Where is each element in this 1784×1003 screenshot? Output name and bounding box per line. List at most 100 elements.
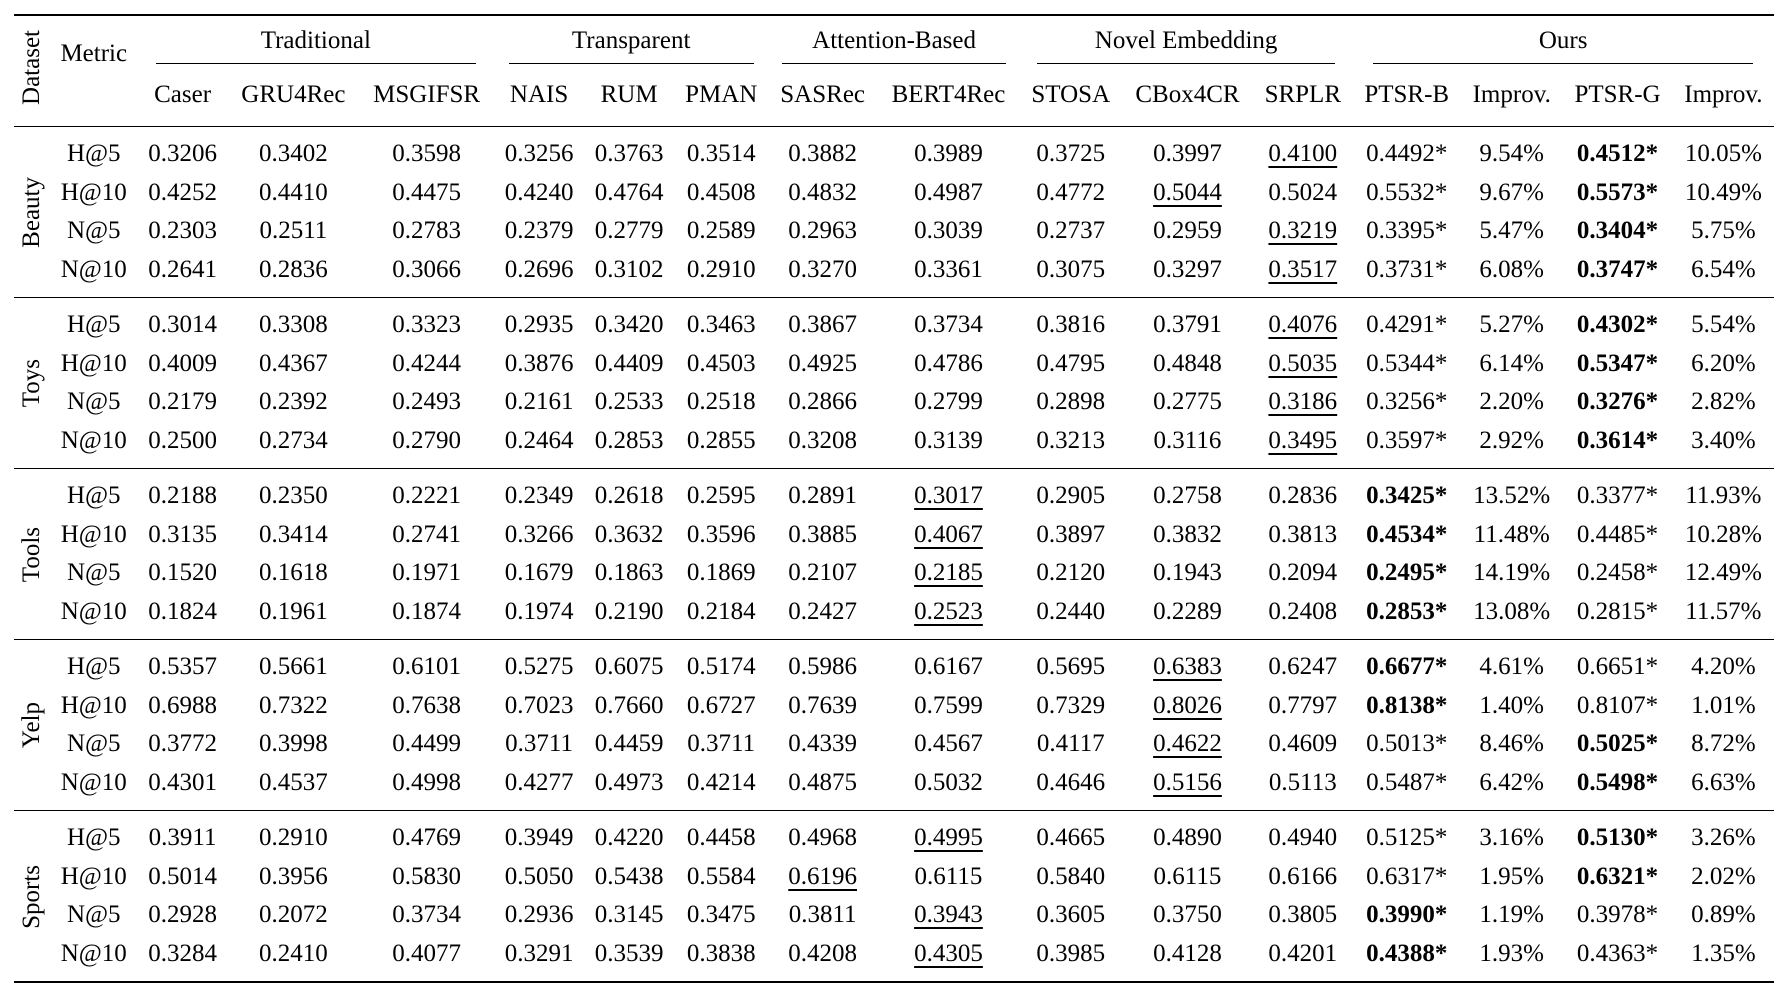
value-cell: 0.4305 — [877, 935, 1020, 983]
value-cell: 0.2350 — [259, 482, 328, 510]
value-cell: 0.5438 — [594, 862, 664, 890]
value-cell: 0.4475 — [392, 178, 461, 206]
value-cell: 0.2289 — [1153, 597, 1222, 625]
value-cell: 9.67% — [1479, 178, 1544, 206]
value-cell: 0.5032 — [914, 768, 983, 796]
value-cell: 0.4534* — [1352, 516, 1461, 555]
value-cell: 0.4117 — [1036, 730, 1105, 758]
value-cell: 0.3404* — [1562, 212, 1672, 251]
value-cell: 0.4492* — [1366, 140, 1448, 168]
value-cell: 0.6101 — [392, 653, 461, 681]
value-cell: 0.2589 — [686, 217, 756, 245]
value-cell: 0.4848 — [1153, 349, 1222, 377]
value-cell: 0.3998 — [259, 730, 328, 758]
value-cell: 0.3186 — [1253, 383, 1352, 422]
value-cell: 0.6115 — [1153, 862, 1222, 890]
dataset-name: Yelp — [14, 640, 50, 811]
value-cell: 0.3361 — [914, 255, 983, 283]
value-cell: 11.48% — [1473, 520, 1550, 548]
value-cell: 0.1971 — [392, 559, 461, 587]
data-row: Sports H@5 0.3911 0.2910 0.4769 0.3949 0.4220 0… — [14, 811, 1774, 928]
data-row: N@10 0.2641 0.2836 0.3066 0.2696 0.3102 0.2910… — [14, 251, 1774, 298]
value-cell: 6.63% — [1691, 768, 1756, 796]
column-header: SRPLR — [1264, 81, 1342, 108]
column-header: CBox4CR — [1135, 81, 1240, 108]
data-row: N@5 0.2928 0.2072 0.3734 0.2936 0.3145 0.3475 0… — [14, 896, 1774, 935]
cell-text: 0.3186 — [1268, 388, 1338, 416]
value-cell: 0.2303 — [148, 217, 217, 245]
value-cell: 5.47% — [1479, 217, 1544, 245]
value-cell: 0.3750 — [1153, 901, 1222, 929]
value-cell: 0.2737 — [1036, 217, 1106, 245]
value-cell: 0.4832 — [788, 178, 858, 206]
results-table: Dataset Metric Traditional Transparent Att… — [14, 14, 1774, 983]
dataset-header: Dataset — [14, 15, 50, 127]
value-cell: 0.2905 — [1036, 482, 1106, 510]
cell-text: 0.4100 — [1268, 140, 1338, 168]
dataset-label: Beauty — [18, 177, 45, 248]
cell-text: 0.5347* — [1576, 349, 1659, 377]
value-cell: 0.5695 — [1036, 653, 1106, 681]
value-cell: 0.1961 — [259, 597, 328, 625]
value-cell: 0.3206 — [148, 140, 217, 168]
value-cell: 0.3605 — [1036, 901, 1106, 929]
metric-name: N@5 — [66, 217, 121, 245]
value-cell: 0.1679 — [504, 559, 574, 587]
value-cell: 0.3420 — [594, 311, 664, 339]
value-cell: 0.1618 — [259, 559, 328, 587]
value-cell: 0.4409 — [594, 349, 664, 377]
value-cell: 0.4301 — [148, 768, 217, 796]
value-cell: 3.16% — [1479, 824, 1544, 852]
value-cell: 1.01% — [1691, 691, 1756, 719]
metric-name: H@10 — [60, 349, 127, 377]
value-cell: 0.2120 — [1036, 559, 1106, 587]
value-cell: 0.3256* — [1366, 388, 1448, 416]
value-cell: 0.4795 — [1036, 349, 1106, 377]
value-cell: 0.4646 — [1036, 768, 1106, 796]
value-cell: 0.8026 — [1122, 687, 1254, 726]
value-cell: 0.7599 — [914, 691, 983, 719]
group-title: Traditional — [155, 27, 477, 64]
cell-text: 0.3017 — [914, 482, 983, 510]
column-header: NAIS — [509, 81, 569, 108]
value-cell: 0.4388* — [1352, 935, 1461, 983]
value-cell: 0.2464 — [504, 426, 574, 454]
value-cell: 8.46% — [1479, 730, 1544, 758]
data-row: H@10 0.3135 0.3414 0.2741 0.3266 0.3632 0.3596… — [14, 516, 1774, 555]
value-cell: 0.4973 — [594, 768, 664, 796]
dataset-block: Tools H@5 0.2188 0.2350 0.2221 0.2349 0.2618 0.… — [14, 469, 1774, 640]
value-cell: 0.7023 — [504, 691, 574, 719]
cell-text: 0.4302* — [1576, 311, 1659, 339]
value-cell: 0.2775 — [1153, 388, 1222, 416]
value-cell: 0.3989 — [914, 140, 983, 168]
value-cell: 2.92% — [1479, 426, 1544, 454]
cell-text: 0.5130* — [1576, 824, 1659, 852]
value-cell: 1.35% — [1691, 939, 1756, 967]
cell-text: 0.4512* — [1576, 140, 1659, 168]
cell-text: 0.2185 — [914, 559, 983, 587]
value-cell: 0.5044 — [1122, 174, 1254, 213]
value-cell: 3.26% — [1691, 824, 1756, 852]
data-row: N@5 0.1520 0.1618 0.1971 0.1679 0.1863 0.1869 0… — [14, 554, 1774, 593]
value-cell: 0.6317* — [1366, 862, 1448, 890]
value-cell: 0.4987 — [914, 178, 983, 206]
value-cell: 14.19% — [1473, 559, 1551, 587]
value-cell: 0.3425* — [1352, 469, 1461, 516]
value-cell: 0.4067 — [877, 516, 1020, 555]
value-cell: 0.2853* — [1352, 593, 1461, 640]
value-cell: 0.3139 — [914, 426, 983, 454]
data-row: Beauty H@5 0.3206 0.3402 0.3598 0.3256 0.3763 0… — [14, 127, 1774, 248]
value-cell: 0.3731* — [1366, 255, 1448, 283]
value-cell: 3.40% — [1691, 426, 1756, 454]
metric-name: N@5 — [66, 901, 121, 929]
value-cell: 0.6247 — [1268, 653, 1338, 681]
value-cell: 0.3475 — [686, 901, 756, 929]
value-cell: 2.82% — [1691, 388, 1756, 416]
cell-text: 0.2853* — [1366, 597, 1448, 625]
value-cell: 0.4128 — [1153, 939, 1222, 967]
header-row: Caser GRU4Rec MSGIFSR NAIS RUM PMAN SASRec BERT… — [14, 74, 1774, 127]
value-cell: 0.3291 — [504, 939, 574, 967]
value-cell: 0.3266 — [504, 520, 574, 548]
value-cell: 0.2518 — [686, 388, 756, 416]
value-cell: 0.6651* — [1576, 653, 1659, 681]
